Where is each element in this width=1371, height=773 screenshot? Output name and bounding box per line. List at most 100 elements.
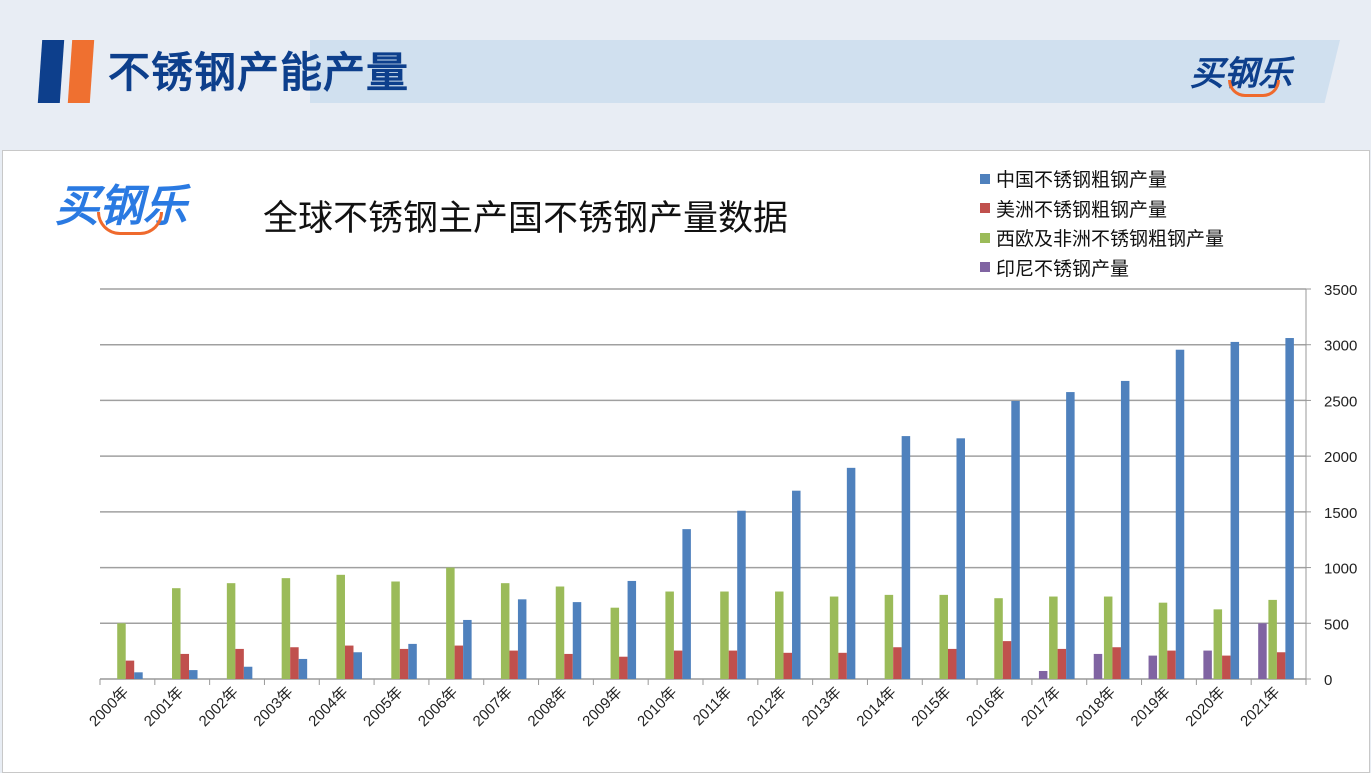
bar bbox=[1230, 341, 1240, 679]
legend-label: 中国不锈钢粗钢产量 bbox=[996, 169, 1168, 192]
x-tick-label: 2012年 bbox=[744, 684, 790, 730]
bar bbox=[1093, 653, 1103, 679]
x-tick-label: 2000年 bbox=[86, 684, 132, 730]
brand-logo: 买钢乐 bbox=[1190, 46, 1292, 97]
bar bbox=[281, 578, 291, 679]
x-tick-label: 2004年 bbox=[305, 684, 351, 730]
legend-item: 中国不锈钢粗钢产量 bbox=[980, 164, 1224, 194]
y-tick-label: 2000 bbox=[1324, 449, 1357, 466]
bar bbox=[1158, 602, 1168, 679]
bar bbox=[682, 529, 691, 679]
bar bbox=[391, 581, 400, 679]
x-tick-label: 2008年 bbox=[525, 684, 571, 730]
bar bbox=[783, 652, 793, 679]
legend-item: 印尼不锈钢产量 bbox=[980, 253, 1224, 283]
chart-title: 全球不锈钢主产国不锈钢产量数据 bbox=[263, 199, 789, 239]
bar bbox=[235, 648, 244, 679]
chart-legend: 中国不锈钢粗钢产量 美洲不锈钢粗钢产量 西欧及非洲不锈钢粗钢产量 印尼不锈钢产量 bbox=[980, 164, 1224, 282]
bar bbox=[673, 650, 683, 679]
x-tick-label: 2009年 bbox=[579, 684, 625, 730]
bar bbox=[1120, 380, 1130, 679]
x-tick-label: 2007年 bbox=[470, 684, 516, 730]
bar bbox=[893, 647, 902, 679]
bar bbox=[1222, 655, 1231, 679]
bar bbox=[939, 594, 948, 679]
bar bbox=[1011, 400, 1020, 679]
x-tick-label: 2017年 bbox=[1018, 684, 1064, 730]
bar bbox=[1285, 338, 1294, 679]
x-tick-label: 2020年 bbox=[1182, 684, 1228, 730]
x-tick-label: 2016年 bbox=[963, 684, 1009, 730]
bar bbox=[947, 648, 957, 679]
bar bbox=[1268, 599, 1277, 679]
bar bbox=[665, 591, 674, 679]
bar bbox=[1066, 392, 1075, 679]
bar bbox=[226, 583, 236, 679]
bar bbox=[134, 672, 143, 679]
title-band bbox=[310, 40, 1340, 103]
bar bbox=[994, 598, 1003, 679]
bar bbox=[792, 490, 801, 679]
x-tick-label: 2001年 bbox=[141, 684, 187, 730]
bar bbox=[555, 586, 565, 679]
bar bbox=[500, 583, 510, 679]
bar bbox=[1175, 349, 1185, 679]
bar bbox=[572, 602, 582, 679]
legend-label: 印尼不锈钢产量 bbox=[996, 257, 1130, 280]
legend-item: 西欧及非洲不锈钢粗钢产量 bbox=[980, 223, 1224, 253]
legend-swatch bbox=[980, 262, 990, 273]
x-tick-label: 2005年 bbox=[360, 684, 406, 730]
legend-label: 西欧及非洲不锈钢粗钢产量 bbox=[996, 228, 1225, 251]
y-tick-label: 3500 bbox=[1324, 282, 1357, 299]
legend-swatch bbox=[980, 203, 990, 214]
bar bbox=[901, 436, 911, 679]
bar bbox=[1213, 609, 1223, 679]
bar bbox=[290, 647, 299, 679]
bar bbox=[125, 660, 135, 679]
bar bbox=[1148, 655, 1158, 679]
bar bbox=[1276, 652, 1286, 679]
y-tick-label: 3000 bbox=[1324, 338, 1357, 355]
bar bbox=[1203, 650, 1212, 679]
bar bbox=[627, 580, 637, 679]
bar bbox=[775, 591, 784, 679]
bar bbox=[838, 652, 847, 679]
bar bbox=[564, 653, 573, 679]
x-tick-label: 2006年 bbox=[415, 684, 461, 730]
bar bbox=[117, 623, 126, 679]
bar bbox=[336, 574, 345, 679]
bar bbox=[1103, 596, 1113, 679]
y-tick-label: 2500 bbox=[1324, 393, 1357, 410]
x-tick-label: 2014年 bbox=[853, 684, 899, 730]
bar bbox=[619, 656, 628, 679]
slide-title: 不锈钢产能产量 bbox=[108, 48, 410, 97]
bar bbox=[829, 596, 839, 679]
x-tick-label: 2021年 bbox=[1237, 684, 1283, 730]
bar bbox=[1038, 670, 1048, 679]
x-tick-label: 2002年 bbox=[196, 684, 242, 730]
x-tick-label: 2011年 bbox=[690, 684, 735, 729]
bar bbox=[1112, 647, 1121, 679]
x-tick-label: 2018年 bbox=[1073, 684, 1119, 730]
bar bbox=[509, 650, 518, 679]
bar bbox=[1258, 623, 1267, 679]
bar bbox=[884, 594, 894, 679]
bar bbox=[720, 591, 729, 679]
bar bbox=[728, 650, 738, 679]
bar bbox=[737, 510, 746, 679]
bar bbox=[399, 648, 409, 679]
y-tick-label: 1500 bbox=[1324, 505, 1357, 522]
bar bbox=[353, 652, 362, 679]
x-tick-label: 2019年 bbox=[1128, 684, 1174, 730]
chart-logo: 买钢乐 bbox=[55, 170, 187, 235]
bar bbox=[1049, 596, 1058, 679]
bar bbox=[846, 467, 856, 679]
bar bbox=[956, 438, 965, 679]
bar bbox=[189, 670, 198, 679]
bar bbox=[1002, 641, 1012, 679]
bar bbox=[243, 666, 253, 679]
bar bbox=[463, 619, 472, 679]
bar bbox=[180, 653, 190, 679]
x-tick-label: 2003年 bbox=[250, 684, 296, 730]
